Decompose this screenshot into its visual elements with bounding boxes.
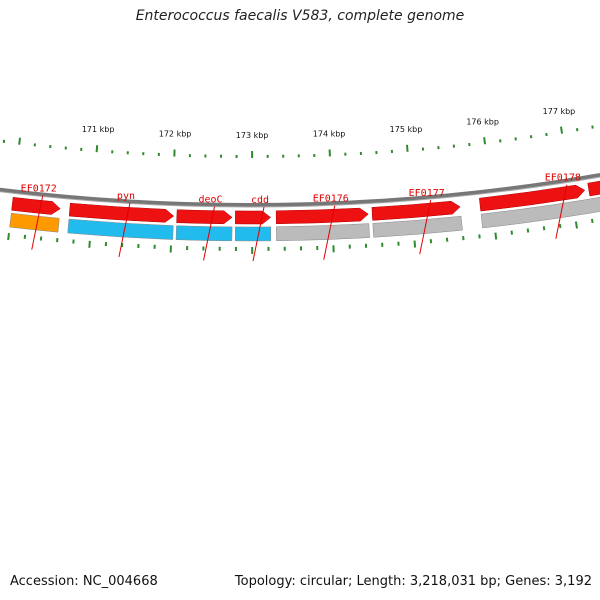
scale-label: 173 kbp [236,131,269,140]
label-leader-line [203,206,216,261]
gene-block [276,223,370,242]
label-leader-line [118,202,131,258]
label-leader-line [555,184,568,239]
tick-mark [559,126,564,134]
tick-mark [574,221,578,229]
gene-label: pyn [117,191,135,202]
gene-label: deoC [198,194,222,205]
backbone-highlight [0,176,600,208]
gene-labels: EF0172 pyn deoC cdd EF0176 EF0177 EF0178 [21,173,581,262]
scale-label: 174 kbp [313,129,346,138]
tick-mark [526,228,530,233]
backbone [0,172,600,208]
tick-mark [413,240,417,248]
gene-label: EF0177 [409,188,445,199]
gene-track [9,196,600,242]
label-leader-line [31,195,44,250]
cds-arrow [68,202,175,223]
gene-block [480,196,600,229]
scale-label: 177 kbp [543,107,576,116]
gene-label: EF0178 [545,173,581,184]
gene-block [234,226,272,242]
cds-arrow [235,210,272,225]
tick-mark [542,226,546,231]
gene-label: EF0176 [313,194,349,205]
cds-track [11,180,600,225]
scale-label: 176 kbp [466,117,499,126]
gene-label: cdd [251,195,269,206]
cds-arrow [176,209,233,225]
genome-stats-text: Topology: circular; Length: 3,218,031 bp… [234,574,592,589]
label-leader-line [323,205,336,260]
outer-ticks [7,218,594,254]
backbone-line [0,172,600,208]
tick-mark [7,232,10,241]
tick-mark [558,223,562,229]
tick-mark [95,145,99,153]
tick-mark [590,218,594,224]
scale-label: 175 kbp [390,125,423,134]
tick-mark [18,137,21,145]
gene-block [67,218,174,240]
cds-arrow [479,184,586,212]
scale-label: 171 kbp [82,125,115,134]
tick-mark [494,232,498,240]
cds-arrow [371,200,461,221]
cds-arrow [11,197,61,215]
tick-mark [483,137,486,145]
tick-mark [406,144,409,152]
inner-ticks [2,125,594,158]
gene-block [9,212,60,233]
scale-labels: 171 kbp 172 kbp 173 kbp 174 kbp 175 kbp 176 k… [82,107,575,140]
accession-text: Accession: NC_004668 [10,574,158,589]
label-leader-line [252,206,265,262]
tick-mark [88,240,91,248]
scale-label: 172 kbp [159,130,192,139]
map-title: Enterococcus faecalis V583, complete gen… [135,8,465,24]
gene-block [372,215,463,238]
tick-mark [591,125,594,129]
cds-arrow [587,180,600,197]
label-leader-line [419,200,432,255]
cds-arrow [275,207,369,225]
gene-label: EF0172 [21,184,57,195]
gene-block [175,225,233,242]
